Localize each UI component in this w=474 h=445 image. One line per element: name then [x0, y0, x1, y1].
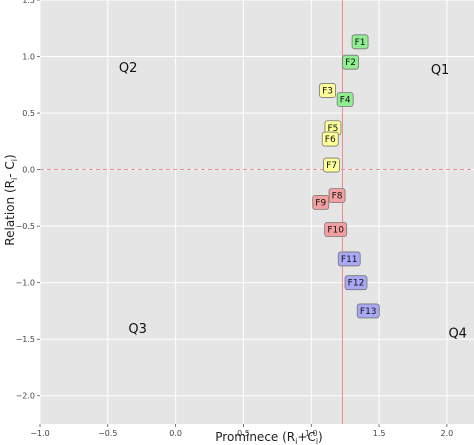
y-axis-ticks: 1.5 1.0 0.5 0.0 −0.5 −1.0 −1.5 −2.0: [16, 0, 40, 401]
data-point-box: [356, 303, 380, 319]
data-point-label: F9: [315, 198, 326, 208]
x-tick-label: 2.0: [441, 429, 454, 438]
data-point-box: [319, 83, 336, 98]
y-tick-label: −1.5: [16, 335, 35, 344]
x-tick-label: −0.5: [98, 429, 117, 438]
data-point-f2: F2: [342, 54, 359, 70]
data-point-label: F8: [332, 192, 343, 202]
y-tick-label: −2.0: [16, 392, 35, 401]
data-point-f7: F7: [323, 157, 340, 173]
data-point-f11: F11: [337, 251, 361, 267]
data-point-box: [324, 222, 348, 237]
data-point-f6: F6: [321, 131, 339, 147]
quadrant-label-q4: Q4: [448, 327, 467, 342]
data-point-f8: F8: [328, 188, 346, 204]
data-point-label: F11: [341, 255, 358, 265]
data-point-label: F13: [360, 307, 377, 317]
data-point-f1: F1: [351, 34, 369, 50]
plot-area: [40, 0, 474, 424]
data-point-label: F2: [345, 58, 356, 68]
quadrant-label-q3: Q3: [128, 322, 147, 337]
data-point-box: [328, 188, 346, 204]
data-point-label: F12: [348, 279, 365, 289]
data-point-box: [321, 131, 339, 147]
x-tick-label: 1.5: [373, 429, 386, 438]
data-point-box: [336, 92, 354, 107]
data-point-f4: F4: [336, 92, 354, 107]
data-point-f10: F10: [324, 222, 348, 237]
x-tick-label: 0.5: [237, 429, 250, 438]
x-axis-label: Prominece (Ri+Ci): [215, 430, 322, 445]
data-point-label: F4: [340, 95, 351, 105]
data-point-f13: F13: [356, 303, 380, 319]
quadrant-label-q2: Q2: [119, 61, 138, 76]
data-point-f9: F9: [312, 194, 330, 210]
x-tick-label: −1.0: [30, 429, 49, 438]
y-tick-label: 1.5: [22, 0, 35, 5]
quadrant-labels: Q1 Q2 Q3 Q4: [119, 61, 467, 342]
y-tick-label: −0.5: [16, 222, 35, 231]
data-point-box: [312, 194, 330, 210]
grid-lines: [39, 0, 474, 424]
y-tick-label: −1.0: [16, 279, 35, 288]
y-tick-label: 0.5: [22, 109, 35, 118]
data-point-f12: F12: [344, 275, 368, 291]
data-point-box: [344, 275, 368, 291]
data-point-f5: F5: [324, 120, 342, 136]
data-point-box: [323, 157, 340, 173]
x-axis-ticks: −1.0 −0.5 0.0 0.5 1.0 1.5 2.0: [30, 424, 453, 438]
y-tick-label: 1.0: [22, 53, 35, 62]
data-point-box: [337, 251, 361, 267]
data-point-label: F6: [325, 135, 336, 145]
data-point-f3: F3: [319, 83, 336, 98]
data-point-label: F10: [327, 226, 344, 236]
data-point-label: F3: [322, 86, 333, 96]
data-point-box: [342, 54, 359, 70]
y-axis-label: Relation (Ri- Ci): [3, 154, 19, 245]
x-tick-label: 0.0: [169, 429, 182, 438]
quadrant-label-q1: Q1: [431, 63, 450, 78]
data-point-label: F1: [355, 38, 366, 48]
x-tick-label: 1.0: [305, 429, 318, 438]
data-point-box: [351, 34, 369, 50]
data-point-label: F5: [327, 124, 338, 134]
y-tick-label: 0.0: [22, 166, 35, 175]
reference-lines: [40, 0, 474, 424]
data-point-label: F7: [326, 161, 337, 171]
